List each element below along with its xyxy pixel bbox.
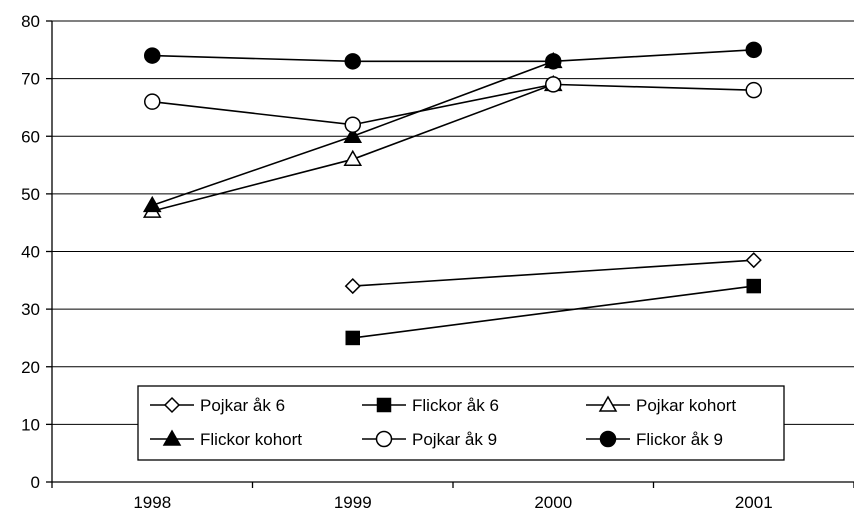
- legend-label: Pojkar kohort: [636, 396, 736, 415]
- legend-label: Flickor kohort: [200, 430, 302, 449]
- data-point-circle-open: [545, 76, 562, 93]
- series-line-2: [152, 83, 554, 212]
- legend-label: Flickor åk 9: [636, 430, 723, 449]
- y-tick-label: 0: [31, 473, 40, 492]
- legend-label: Pojkar åk 9: [412, 430, 497, 449]
- y-tick-label: 10: [21, 415, 40, 434]
- series-line-5: [152, 49, 754, 63]
- data-point-triangle-open: [343, 149, 363, 167]
- x-tick-label: 1999: [334, 493, 372, 512]
- y-tick-label: 20: [21, 358, 40, 377]
- y-tick-label: 80: [21, 12, 40, 31]
- axes: 0 10 20 30 40 50 60 70 80 1998 1999 2000 2001: [21, 12, 854, 512]
- legend-box: [137, 385, 785, 461]
- legend-marker: [163, 396, 181, 414]
- y-tick-label: 70: [21, 70, 40, 89]
- data-point-circle-filled: [745, 41, 762, 59]
- y-tick-label: 50: [21, 185, 40, 204]
- series-line-0: [352, 259, 754, 287]
- x-tick-label: 2000: [534, 493, 572, 512]
- legend-label: Flickor åk 6: [412, 396, 499, 415]
- y-tick-label: 30: [21, 300, 40, 319]
- data-point-circle-filled: [344, 53, 361, 70]
- y-tick-label: 40: [21, 243, 40, 262]
- y-tick-label: 60: [21, 127, 40, 146]
- data-point-triangle-filled: [142, 195, 162, 213]
- data-point-circle-open: [745, 81, 762, 99]
- legend: Pojkar åk 6 Flickor åk 6 Pojkar kohort Flic…: [137, 385, 785, 461]
- series-line-4: [152, 83, 754, 126]
- legend-marker: [598, 395, 618, 412]
- data-point-diamond-open: [344, 278, 361, 295]
- legend-marker: [162, 429, 182, 446]
- data-point-triangle-filled: [343, 126, 363, 143]
- data-point-circle-open: [144, 93, 161, 110]
- data-point-circle-filled: [144, 47, 161, 64]
- data-point-circle-open: [344, 116, 361, 133]
- data-point-circle-filled: [545, 53, 562, 70]
- x-tick-label: 1998: [133, 493, 171, 512]
- data-point-square-filled: [746, 278, 761, 294]
- x-tick-label: 2001: [735, 493, 773, 512]
- gridlines: [52, 20, 854, 425]
- legend-label: Pojkar åk 6: [200, 396, 285, 415]
- series-group: [142, 41, 762, 346]
- data-point-diamond-open: [745, 252, 762, 269]
- legend-marker: [376, 397, 392, 413]
- data-point-square-filled: [345, 330, 360, 346]
- legend-marker: [375, 430, 393, 448]
- series-line-1: [352, 285, 754, 339]
- legend-marker: [599, 430, 617, 448]
